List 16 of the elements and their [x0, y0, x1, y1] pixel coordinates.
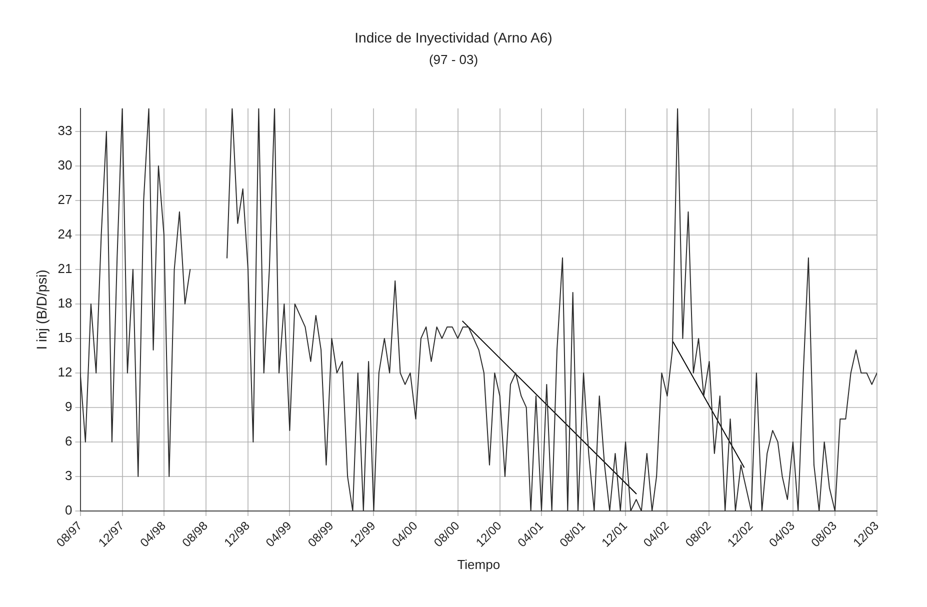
y-tick-label: 9	[65, 399, 72, 414]
y-tick-label: 30	[58, 157, 72, 172]
y-tick-label: 0	[65, 502, 72, 518]
y-tick-label: 27	[58, 192, 72, 207]
y-tick-label: 18	[58, 296, 72, 311]
y-tick-label: 33	[58, 122, 72, 138]
y-tick-label: 15	[58, 330, 72, 346]
chart-title: Indice de Inyectividad (Arno A6)	[354, 29, 552, 46]
y-axis-title: I inj (B/D/psi)	[33, 270, 50, 350]
chart-subtitle: (97 - 03)	[428, 52, 478, 68]
y-tick-label: 6	[65, 434, 72, 449]
y-tick-label: 3	[65, 468, 72, 484]
y-tick-label: 12	[58, 364, 72, 380]
x-axis-title: Tiempo	[457, 556, 500, 572]
y-tick-label: 21	[58, 261, 72, 276]
y-tick-label: 24	[58, 226, 72, 242]
